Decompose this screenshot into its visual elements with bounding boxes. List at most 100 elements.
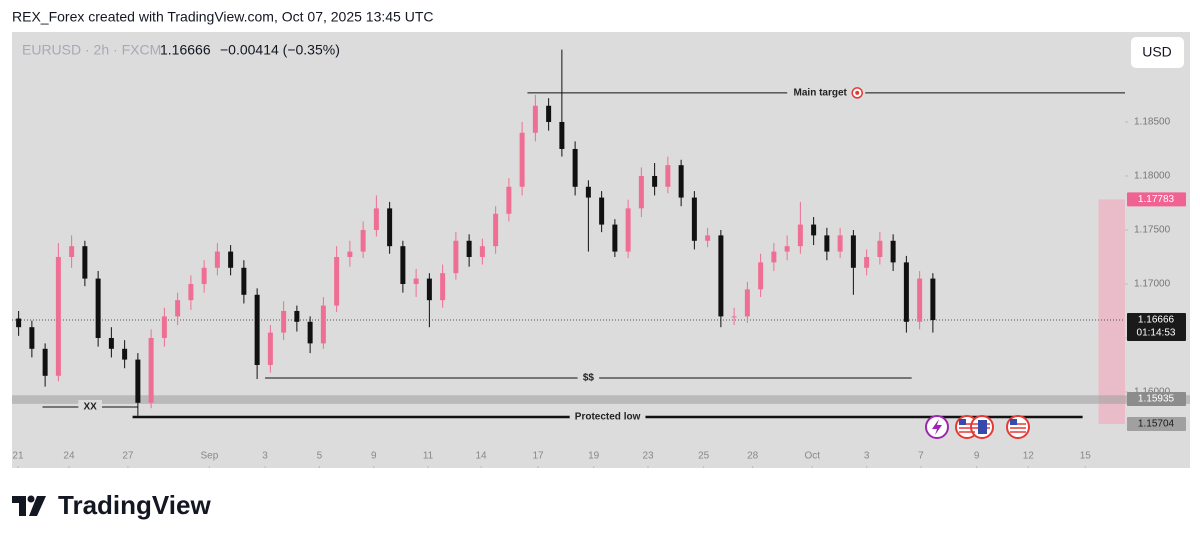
y-tick-label: 1.17000 bbox=[1134, 279, 1171, 290]
candle-body bbox=[426, 278, 432, 301]
current-price-label-bg bbox=[1127, 313, 1186, 342]
position-bottom-label-bg bbox=[1127, 416, 1186, 431]
candle-body bbox=[850, 235, 856, 268]
position-top-label-bg bbox=[1127, 192, 1186, 207]
x-tick-label: 3 bbox=[262, 451, 268, 462]
event-icons bbox=[925, 415, 1030, 439]
candle-body bbox=[42, 348, 48, 376]
annotation-label: $$ bbox=[583, 373, 595, 384]
annotation-label: XX bbox=[84, 402, 98, 413]
candle-body bbox=[917, 278, 923, 322]
change: −0.00414 (−0.35%) bbox=[220, 42, 340, 58]
currency[interactable]: USD bbox=[1142, 44, 1172, 60]
candle-body bbox=[466, 240, 472, 257]
position-box bbox=[1098, 199, 1125, 424]
candle-body bbox=[400, 246, 406, 284]
candle-body bbox=[29, 327, 35, 349]
x-tick-label: 5 bbox=[317, 451, 323, 462]
x-tick-label: 19 bbox=[588, 451, 600, 462]
zone-label: 1.15935 bbox=[1138, 394, 1175, 405]
candle-body bbox=[758, 262, 764, 290]
candle-body bbox=[930, 278, 936, 321]
x-tick-label: Sep bbox=[201, 451, 219, 462]
y-tick-label: 1.17500 bbox=[1134, 225, 1171, 236]
last-price: 1.16666 bbox=[160, 42, 211, 58]
candle-body bbox=[797, 224, 803, 247]
symbol: EURUSD · 2h · FXCM bbox=[22, 42, 161, 58]
candle-body bbox=[837, 235, 843, 252]
candle-body bbox=[373, 208, 379, 230]
x-tick-label: 9 bbox=[371, 451, 377, 462]
candle-body bbox=[625, 208, 631, 252]
candle-body bbox=[55, 256, 61, 376]
candle-body bbox=[254, 294, 260, 365]
candle-body bbox=[188, 283, 194, 301]
logo bbox=[12, 495, 46, 516]
candle-body bbox=[890, 240, 896, 263]
candle-body bbox=[453, 240, 459, 274]
candle-body bbox=[320, 305, 326, 344]
candle-body bbox=[122, 348, 128, 360]
candle-body bbox=[175, 300, 181, 317]
candle-body bbox=[559, 121, 565, 149]
candle-body bbox=[665, 165, 671, 187]
currency-button[interactable] bbox=[1131, 37, 1184, 68]
candle-body bbox=[347, 251, 353, 257]
candle-body bbox=[360, 229, 366, 252]
position-bottom-label: 1.15704 bbox=[1138, 419, 1175, 430]
position-top-label: 1.17783 bbox=[1138, 194, 1175, 205]
candle-body bbox=[440, 273, 446, 301]
annotation-label-bg bbox=[577, 370, 600, 385]
candle-body bbox=[771, 251, 777, 263]
x-tick-label: 25 bbox=[698, 451, 710, 462]
candle-body bbox=[108, 337, 114, 349]
candle-body bbox=[744, 289, 750, 317]
zone-label-bg bbox=[1127, 392, 1186, 407]
plot: 1.185001.180001.175001.170001.165001.160… bbox=[12, 49, 1190, 468]
candle-body bbox=[532, 105, 538, 133]
candle-body bbox=[82, 246, 88, 279]
candle-body bbox=[148, 337, 154, 403]
x-tick-label: 11 bbox=[423, 451, 434, 462]
candle-body bbox=[572, 148, 578, 187]
x-tick-label: 12 bbox=[1023, 451, 1035, 462]
annotation-label: Main target bbox=[794, 88, 848, 99]
candle-body bbox=[334, 256, 340, 306]
candle-body bbox=[811, 224, 817, 236]
candle-body bbox=[585, 186, 591, 198]
candle-body bbox=[201, 267, 207, 284]
candle-body bbox=[546, 105, 552, 122]
candle-body bbox=[864, 256, 870, 268]
candle-body bbox=[214, 251, 220, 268]
x-tick-label: 24 bbox=[63, 451, 75, 462]
candle-body bbox=[95, 278, 101, 338]
candle-body bbox=[479, 246, 485, 257]
brand: TradingView bbox=[58, 490, 211, 520]
x-tick-label: 14 bbox=[475, 451, 487, 462]
x-tick-label: 17 bbox=[532, 451, 544, 462]
candle-body bbox=[281, 310, 287, 333]
candle-body bbox=[69, 246, 75, 257]
annotation-label-bg bbox=[569, 409, 646, 424]
candle-body bbox=[903, 262, 909, 322]
candle-body bbox=[705, 235, 711, 241]
annotation-label: Protected low bbox=[575, 412, 641, 423]
candle-body bbox=[294, 310, 300, 322]
x-tick-label: 9 bbox=[974, 451, 980, 462]
candle-body bbox=[731, 316, 737, 318]
candle-body bbox=[599, 197, 605, 225]
candle-body bbox=[612, 224, 618, 252]
current-price-label-countdown: 01:14:53 bbox=[1137, 328, 1176, 339]
candle-body bbox=[691, 197, 697, 241]
candle-body bbox=[307, 321, 313, 344]
zone-band bbox=[12, 395, 1190, 404]
y-tick-label: 1.18000 bbox=[1134, 171, 1171, 182]
candle-body bbox=[16, 318, 22, 328]
candle-body bbox=[228, 251, 234, 268]
candle-body bbox=[877, 240, 883, 257]
y-tick-label: 1.18500 bbox=[1134, 117, 1171, 128]
x-tick-label: 3 bbox=[864, 451, 870, 462]
x-tick-label: 15 bbox=[1080, 451, 1092, 462]
candle-body bbox=[506, 186, 512, 214]
